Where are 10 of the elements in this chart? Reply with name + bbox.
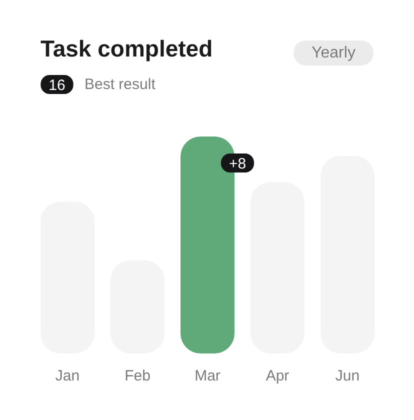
chart-subtitle: Best result [84, 76, 156, 93]
annotation: +8 [228, 156, 246, 172]
x-tick-label: Apr [266, 368, 290, 384]
x-tick-label: Feb [124, 368, 150, 384]
text: 16 [48, 77, 66, 94]
x-tick-label: Jan [55, 368, 80, 384]
text: Yearly [312, 44, 356, 62]
x-tick-label: Jun [335, 368, 360, 384]
chart-title: Task completed [40, 36, 213, 62]
x-tick-label: Mar [194, 368, 220, 384]
